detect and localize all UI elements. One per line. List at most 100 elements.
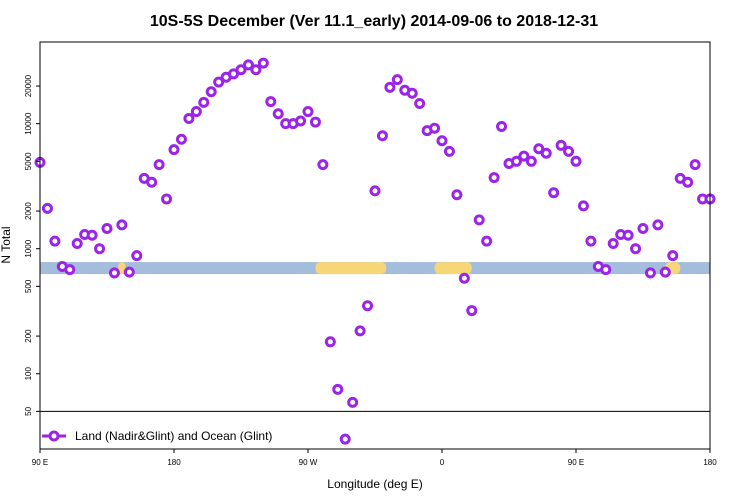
data-point — [533, 143, 545, 155]
data-point — [205, 86, 217, 98]
data-point — [510, 155, 522, 167]
data-point — [414, 97, 426, 109]
data-point — [585, 235, 597, 247]
data-point — [49, 235, 61, 247]
data-point — [406, 87, 418, 99]
data-point — [272, 108, 284, 120]
y-tick-label: 500 — [24, 279, 33, 293]
y-tick-label: 200 — [24, 329, 33, 343]
y-axis-label: N Total — [0, 226, 13, 263]
data-point — [652, 219, 664, 231]
data-point — [607, 238, 619, 250]
y-axis: 50 100 200 500 1000 2000 5000 10000 20000 — [24, 74, 40, 416]
data-point — [235, 64, 247, 76]
x-tick-label: 90 E — [568, 458, 584, 467]
data-point — [555, 139, 567, 151]
x-tick-label: 0 — [440, 458, 445, 467]
data-point — [458, 272, 470, 284]
data-point — [488, 172, 500, 184]
data-point — [451, 189, 463, 201]
data-point — [577, 200, 589, 212]
x-axis: 90 E 180 90 W 0 90 E 180 — [32, 449, 717, 467]
data-point — [116, 219, 128, 231]
land-ocean-band — [40, 262, 710, 275]
data-point — [324, 336, 336, 348]
data-point — [563, 145, 575, 157]
legend: Land (Nadir&Glint) and Ocean (Glint) — [42, 429, 272, 443]
data-point — [190, 106, 202, 118]
data-point — [146, 176, 158, 188]
y-tick-label: 10000 — [24, 112, 33, 135]
data-point — [317, 159, 329, 171]
data-point — [101, 223, 113, 235]
data-point — [369, 185, 381, 197]
data-point — [548, 187, 560, 199]
data-point — [250, 64, 262, 76]
legend-marker — [48, 430, 60, 442]
data-point — [265, 96, 277, 108]
data-point — [667, 250, 679, 262]
data-point — [622, 229, 634, 241]
data-point — [525, 155, 537, 167]
data-point — [131, 250, 143, 262]
data-point — [362, 300, 374, 312]
data-point — [540, 147, 552, 159]
data-point — [86, 229, 98, 241]
chart-title: 10S-5S December (Ver 11.1_early) 2014-09… — [150, 13, 598, 30]
x-axis-label: Longitude (deg E) — [327, 477, 422, 491]
data-point — [339, 433, 351, 445]
data-point — [257, 57, 269, 69]
y-tick-label: 20000 — [24, 74, 33, 97]
data-point — [518, 150, 530, 162]
data-point — [682, 176, 694, 188]
x-tick-label: 180 — [167, 458, 181, 467]
y-tick-label: 5000 — [24, 152, 33, 170]
data-point — [332, 383, 344, 395]
data-point — [175, 133, 187, 145]
land-band-segment — [434, 262, 472, 275]
data-point — [183, 112, 195, 124]
data-point — [644, 267, 656, 279]
y-tick-label: 100 — [24, 367, 33, 381]
data-point — [473, 214, 485, 226]
data-point — [481, 235, 493, 247]
data-point — [429, 122, 441, 134]
data-point — [108, 267, 120, 279]
data-point — [153, 159, 165, 171]
data-point — [496, 120, 508, 132]
y-tick-label: 2000 — [24, 202, 33, 220]
x-tick-label: 180 — [703, 458, 717, 467]
x-tick-label: 90 E — [32, 458, 48, 467]
data-point — [41, 202, 53, 214]
data-point — [443, 145, 455, 157]
data-point — [384, 81, 396, 93]
y-tick-label: 50 — [24, 406, 33, 415]
data-point — [213, 76, 225, 88]
data-point — [242, 59, 254, 71]
land-band-segment — [315, 262, 387, 275]
data-point — [64, 264, 76, 276]
data-point — [689, 159, 701, 171]
legend-label: Land (Nadir&Glint) and Ocean (Glint) — [75, 429, 272, 443]
data-point — [123, 266, 135, 278]
data-point — [466, 305, 478, 317]
data-point — [637, 223, 649, 235]
data-point — [630, 243, 642, 255]
data-point — [71, 238, 83, 250]
data-point — [161, 193, 173, 205]
data-point — [659, 266, 671, 278]
data-point — [309, 116, 321, 128]
data-point — [436, 135, 448, 147]
data-point — [376, 130, 388, 142]
land-band-segment — [118, 262, 126, 275]
data-point — [302, 106, 314, 118]
data-point — [198, 96, 210, 108]
x-tick-label: 90 W — [299, 458, 318, 467]
y-tick-label: 1000 — [24, 239, 33, 257]
data-point — [347, 396, 359, 408]
data-point — [600, 264, 612, 276]
plot-frame — [39, 41, 711, 450]
data-point — [391, 74, 403, 86]
data-point — [168, 144, 180, 156]
